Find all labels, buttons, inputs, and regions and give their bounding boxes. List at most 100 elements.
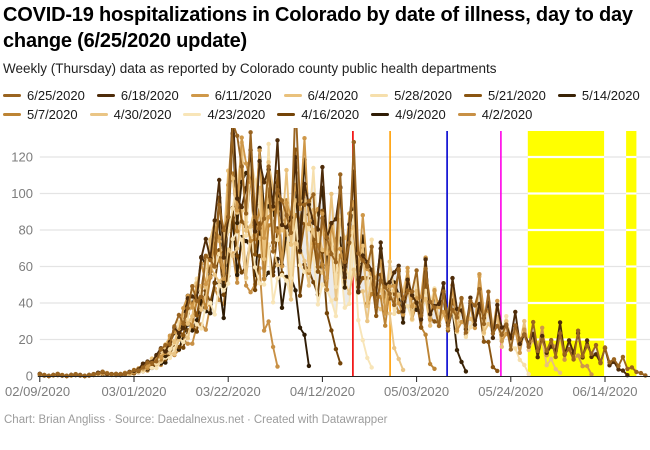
- legend-item-6-11-2020: 6/11/2020: [190, 88, 272, 104]
- data-point: [374, 313, 379, 319]
- data-point: [378, 240, 383, 245]
- data-point: [266, 141, 271, 147]
- data-point: [55, 371, 60, 377]
- data-point: [329, 221, 334, 226]
- data-point: [625, 366, 630, 372]
- data-point: [288, 297, 294, 302]
- data-point: [360, 258, 365, 263]
- data-point: [400, 312, 406, 317]
- data-point: [320, 247, 325, 253]
- data-point: [427, 323, 433, 329]
- data-point: [409, 289, 415, 294]
- data-point: [275, 263, 280, 268]
- data-point: [127, 370, 132, 375]
- data-point: [261, 328, 267, 333]
- data-point: [257, 148, 262, 153]
- data-point: [553, 354, 558, 360]
- data-point: [338, 246, 343, 252]
- data-point: [387, 284, 392, 289]
- legend-label: 4/9/2020: [395, 107, 446, 123]
- data-point: [535, 348, 540, 354]
- data-point: [167, 350, 173, 356]
- data-point: [324, 235, 330, 240]
- data-point: [275, 187, 280, 193]
- data-point: [347, 275, 352, 280]
- data-point: [584, 343, 590, 349]
- data-point: [243, 239, 249, 244]
- data-point: [113, 371, 119, 377]
- data-point: [275, 276, 280, 281]
- data-point: [140, 361, 146, 367]
- legend-label: 5/28/2020: [394, 88, 453, 104]
- data-point: [221, 288, 226, 293]
- data-point: [181, 321, 186, 327]
- legend-item-6-25-2020: 6/25/2020: [3, 88, 85, 103]
- data-point: [279, 305, 285, 311]
- data-point: [432, 319, 437, 324]
- data-point: [100, 369, 105, 375]
- chart: 02/09/2020 03/01/2020 03/22/2020 04/12/2020…: [3, 128, 650, 410]
- data-point: [118, 371, 123, 377]
- x-tick-label: 04/12/2020: [290, 384, 355, 399]
- data-point: [320, 282, 325, 287]
- data-point: [400, 320, 406, 325]
- data-point: [459, 359, 464, 365]
- data-point: [495, 323, 500, 329]
- page-subtitle: Weekly (Thursday) data as reported by Co…: [3, 61, 497, 77]
- data-point: [235, 229, 240, 234]
- data-point: [306, 227, 312, 232]
- data-point: [540, 337, 545, 343]
- data-point: [490, 365, 496, 370]
- data-point: [396, 263, 401, 269]
- data-point: [167, 355, 173, 361]
- data-point: [432, 305, 437, 310]
- data-point: [535, 355, 540, 360]
- data-point: [589, 372, 594, 377]
- data-point: [261, 277, 267, 282]
- data-point: [284, 200, 289, 206]
- data-point: [544, 363, 549, 368]
- highlight-band: [626, 131, 637, 377]
- data-point: [472, 325, 478, 331]
- source-link[interactable]: Source: Daedalnexus.net: [114, 414, 244, 427]
- data-point: [423, 332, 428, 338]
- data-point: [513, 309, 518, 315]
- data-point: [158, 354, 164, 360]
- data-point: [342, 305, 347, 311]
- data-point: [616, 363, 621, 369]
- data-point: [203, 285, 208, 290]
- data-point: [248, 290, 253, 295]
- data-point: [221, 276, 226, 282]
- data-point: [172, 340, 177, 345]
- data-point: [562, 351, 567, 357]
- data-point: [454, 315, 460, 320]
- data-point: [279, 273, 285, 278]
- data-point: [306, 268, 312, 273]
- data-point: [333, 217, 339, 222]
- data-point: [383, 323, 388, 329]
- data-point: [176, 312, 182, 318]
- data-point: [235, 272, 240, 278]
- data-point: [257, 281, 262, 286]
- data-point: [486, 339, 491, 345]
- data-point: [526, 344, 531, 350]
- legend-label: 6/11/2020: [214, 88, 272, 104]
- data-point: [423, 296, 428, 302]
- data-point: [149, 365, 155, 371]
- data-point: [580, 364, 585, 369]
- data-point: [212, 264, 217, 269]
- data-point: [190, 305, 195, 310]
- data-point: [288, 230, 294, 236]
- data-point: [450, 307, 455, 313]
- data-point: [293, 241, 298, 246]
- legend-swatch: [464, 94, 483, 98]
- data-point: [580, 354, 585, 359]
- data-point: [409, 293, 415, 298]
- data-point: [360, 243, 365, 249]
- data-point: [392, 284, 397, 289]
- data-point: [423, 266, 428, 272]
- data-point: [468, 298, 473, 304]
- data-point: [190, 314, 195, 319]
- data-point: [131, 368, 137, 373]
- legend-item-5-28-2020: 5/28/2020: [370, 88, 452, 103]
